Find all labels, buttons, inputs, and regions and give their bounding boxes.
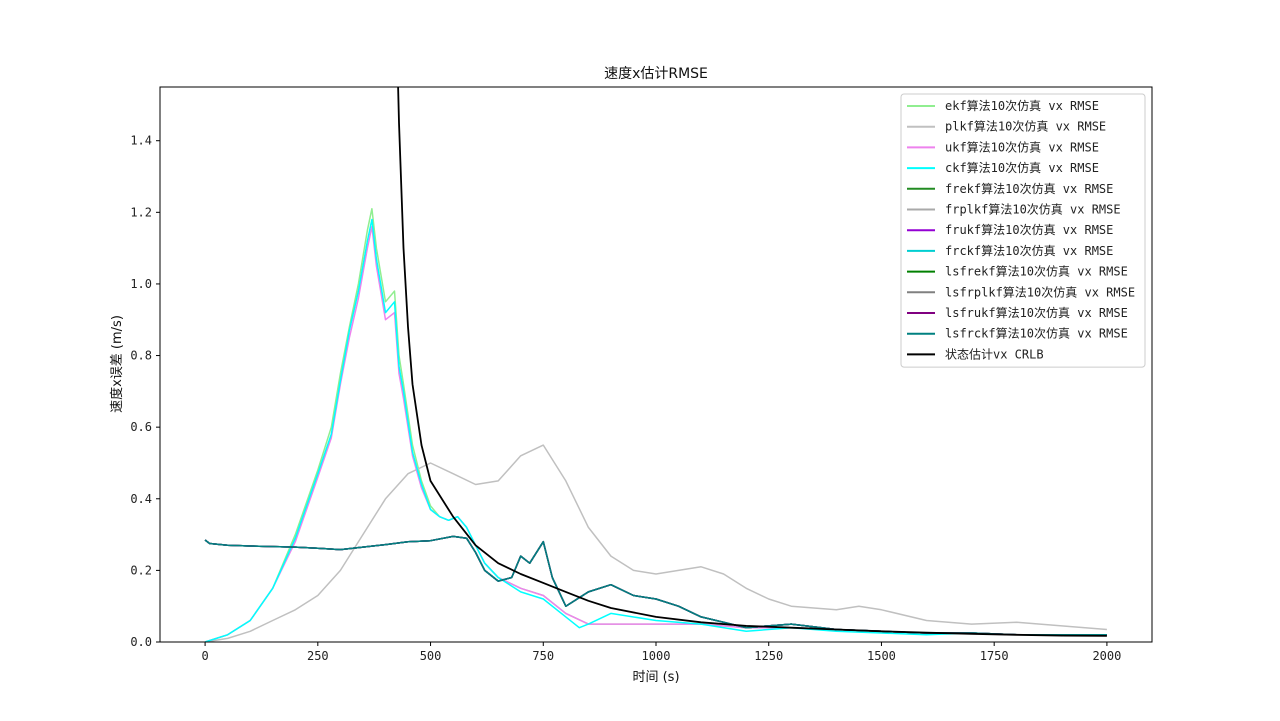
y-tick-label: 0.6 <box>130 420 152 434</box>
y-tick-label: 1.2 <box>130 205 152 219</box>
legend: ekf算法10次仿真 vx RMSE plkf算法10次仿真 vx RMSE ukf… <box>900 93 1146 368</box>
x-tick-label: 0 <box>201 649 208 663</box>
x-axis: 0 250 500 750 1000 1250 1500 1750 2000 <box>201 642 1121 663</box>
legend-label: frplkf算法10次仿真 vx RMSE <box>945 202 1121 217</box>
legend-label: lsfrekf算法10次仿真 vx RMSE <box>945 264 1128 279</box>
y-tick-label: 0.4 <box>130 492 152 506</box>
legend-label: frekf算法10次仿真 vx RMSE <box>945 181 1113 196</box>
x-tick-label: 1000 <box>642 649 671 663</box>
legend-label: lsfrplkf算法10次仿真 vx RMSE <box>945 284 1135 299</box>
x-tick-label: 1750 <box>980 649 1009 663</box>
y-tick-label: 0.2 <box>130 563 152 577</box>
x-tick-label: 2000 <box>1092 649 1121 663</box>
series-line-1 <box>204 444 1107 642</box>
y-tick-label: 0.0 <box>130 635 152 649</box>
x-tick-label: 500 <box>420 649 442 663</box>
legend-box <box>900 93 1146 368</box>
x-tick-label: 250 <box>307 649 329 663</box>
legend-label: ekf算法10次仿真 vx RMSE <box>945 98 1099 113</box>
legend-label: 状态估计vx CRLB <box>945 347 1044 361</box>
legend-label: frukf算法10次仿真 vx RMSE <box>945 222 1113 237</box>
legend-label: ckf算法10次仿真 vx RMSE <box>945 160 1099 175</box>
legend-label: lsfrckf算法10次仿真 vx RMSE <box>945 326 1128 341</box>
legend-label: plkf算法10次仿真 vx RMSE <box>945 119 1106 134</box>
legend-label: ukf算法10次仿真 vx RMSE <box>945 139 1099 154</box>
legend-label: lsfrukf算法10次仿真 vx RMSE <box>945 305 1128 320</box>
x-axis-title: 时间 (s) <box>632 670 679 685</box>
chart-title: 速度x估计RMSE <box>604 66 708 82</box>
y-axis-title: 速度x误差 (m/s) <box>109 315 125 413</box>
x-tick-label: 1500 <box>867 649 896 663</box>
legend-label: frckf算法10次仿真 vx RMSE <box>945 243 1113 258</box>
y-tick-label: 1.0 <box>130 277 152 291</box>
x-tick-label: 1250 <box>754 649 783 663</box>
y-tick-label: 0.8 <box>130 349 152 363</box>
series-line-12 <box>397 87 1107 637</box>
series-layer <box>204 87 1107 642</box>
x-tick-label: 750 <box>532 649 554 663</box>
y-tick-label: 1.4 <box>130 134 152 148</box>
y-axis: 0.0 0.2 0.4 0.6 0.8 1.0 1.2 1.4 <box>130 134 160 649</box>
